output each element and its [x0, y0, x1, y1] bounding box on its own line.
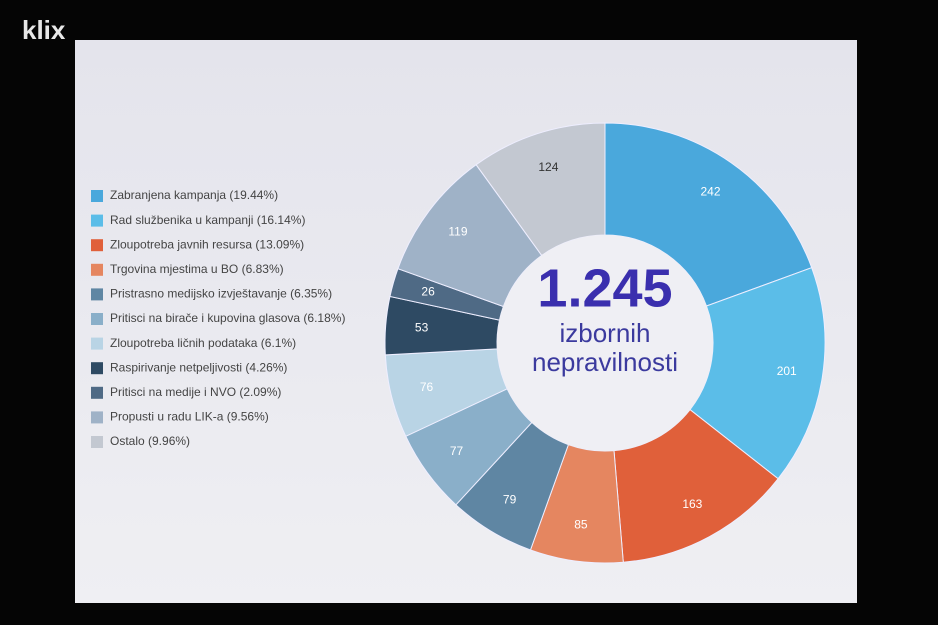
data-label: 26	[421, 285, 435, 299]
data-label: 124	[538, 160, 558, 174]
legend-label: Pristrasno medijsko izvještavanje (6.35%…	[110, 287, 332, 301]
data-label: 85	[574, 518, 588, 532]
legend-label: Zloupotreba javnih resursa (13.09%)	[110, 237, 304, 251]
legend-label: Zabranjena kampanja (19.44%)	[110, 188, 278, 202]
legend-label: Zloupotreba ličnih podataka (6.1%)	[110, 336, 296, 350]
watermark: klix	[22, 15, 66, 45]
legend-swatch	[91, 263, 103, 276]
legend-swatch	[91, 362, 103, 375]
data-label: 79	[503, 493, 517, 507]
data-label: 77	[450, 444, 464, 458]
data-label: 242	[700, 184, 720, 198]
data-label: 201	[777, 364, 797, 378]
legend-label: Pritisci na medije i NVO (2.09%)	[110, 385, 281, 399]
legend-label: Propusti u radu LIK-a (9.56%)	[110, 410, 269, 424]
legend-swatch	[91, 337, 103, 350]
donut-hole	[497, 235, 713, 451]
legend-label: Ostalo (9.96%)	[110, 434, 190, 448]
legend-label: Trgovina mjestima u BO (6.83%)	[110, 262, 284, 276]
legend-swatch	[91, 214, 103, 227]
data-label: 76	[420, 380, 434, 394]
legend-label: Rad službenika u kampanji (16.14%)	[110, 213, 305, 227]
legend-swatch	[91, 313, 103, 325]
legend-label: Raspirivanje netpeljivosti (4.26%)	[110, 360, 287, 374]
legend-swatch	[91, 386, 103, 399]
legend-swatch	[91, 411, 103, 424]
legend-swatch	[91, 288, 103, 301]
data-label: 119	[448, 225, 467, 239]
center-value: 1.245	[537, 258, 672, 318]
legend-swatch	[91, 239, 103, 252]
center-text: nepravilnosti	[532, 347, 678, 377]
legend-label: Pritisci na birače i kupovina glasova (6…	[110, 311, 345, 325]
center-text: izbornih	[559, 318, 650, 348]
data-label: 163	[682, 497, 702, 511]
donut-chart: 242 201 163 85 79 77 76 53 26 119 124	[384, 122, 826, 564]
legend-swatch	[91, 436, 103, 448]
legend: Zabranjena kampanja (19.44%) Rad službeni…	[91, 188, 345, 448]
legend-swatch	[91, 190, 103, 202]
data-label: 53	[415, 321, 429, 335]
